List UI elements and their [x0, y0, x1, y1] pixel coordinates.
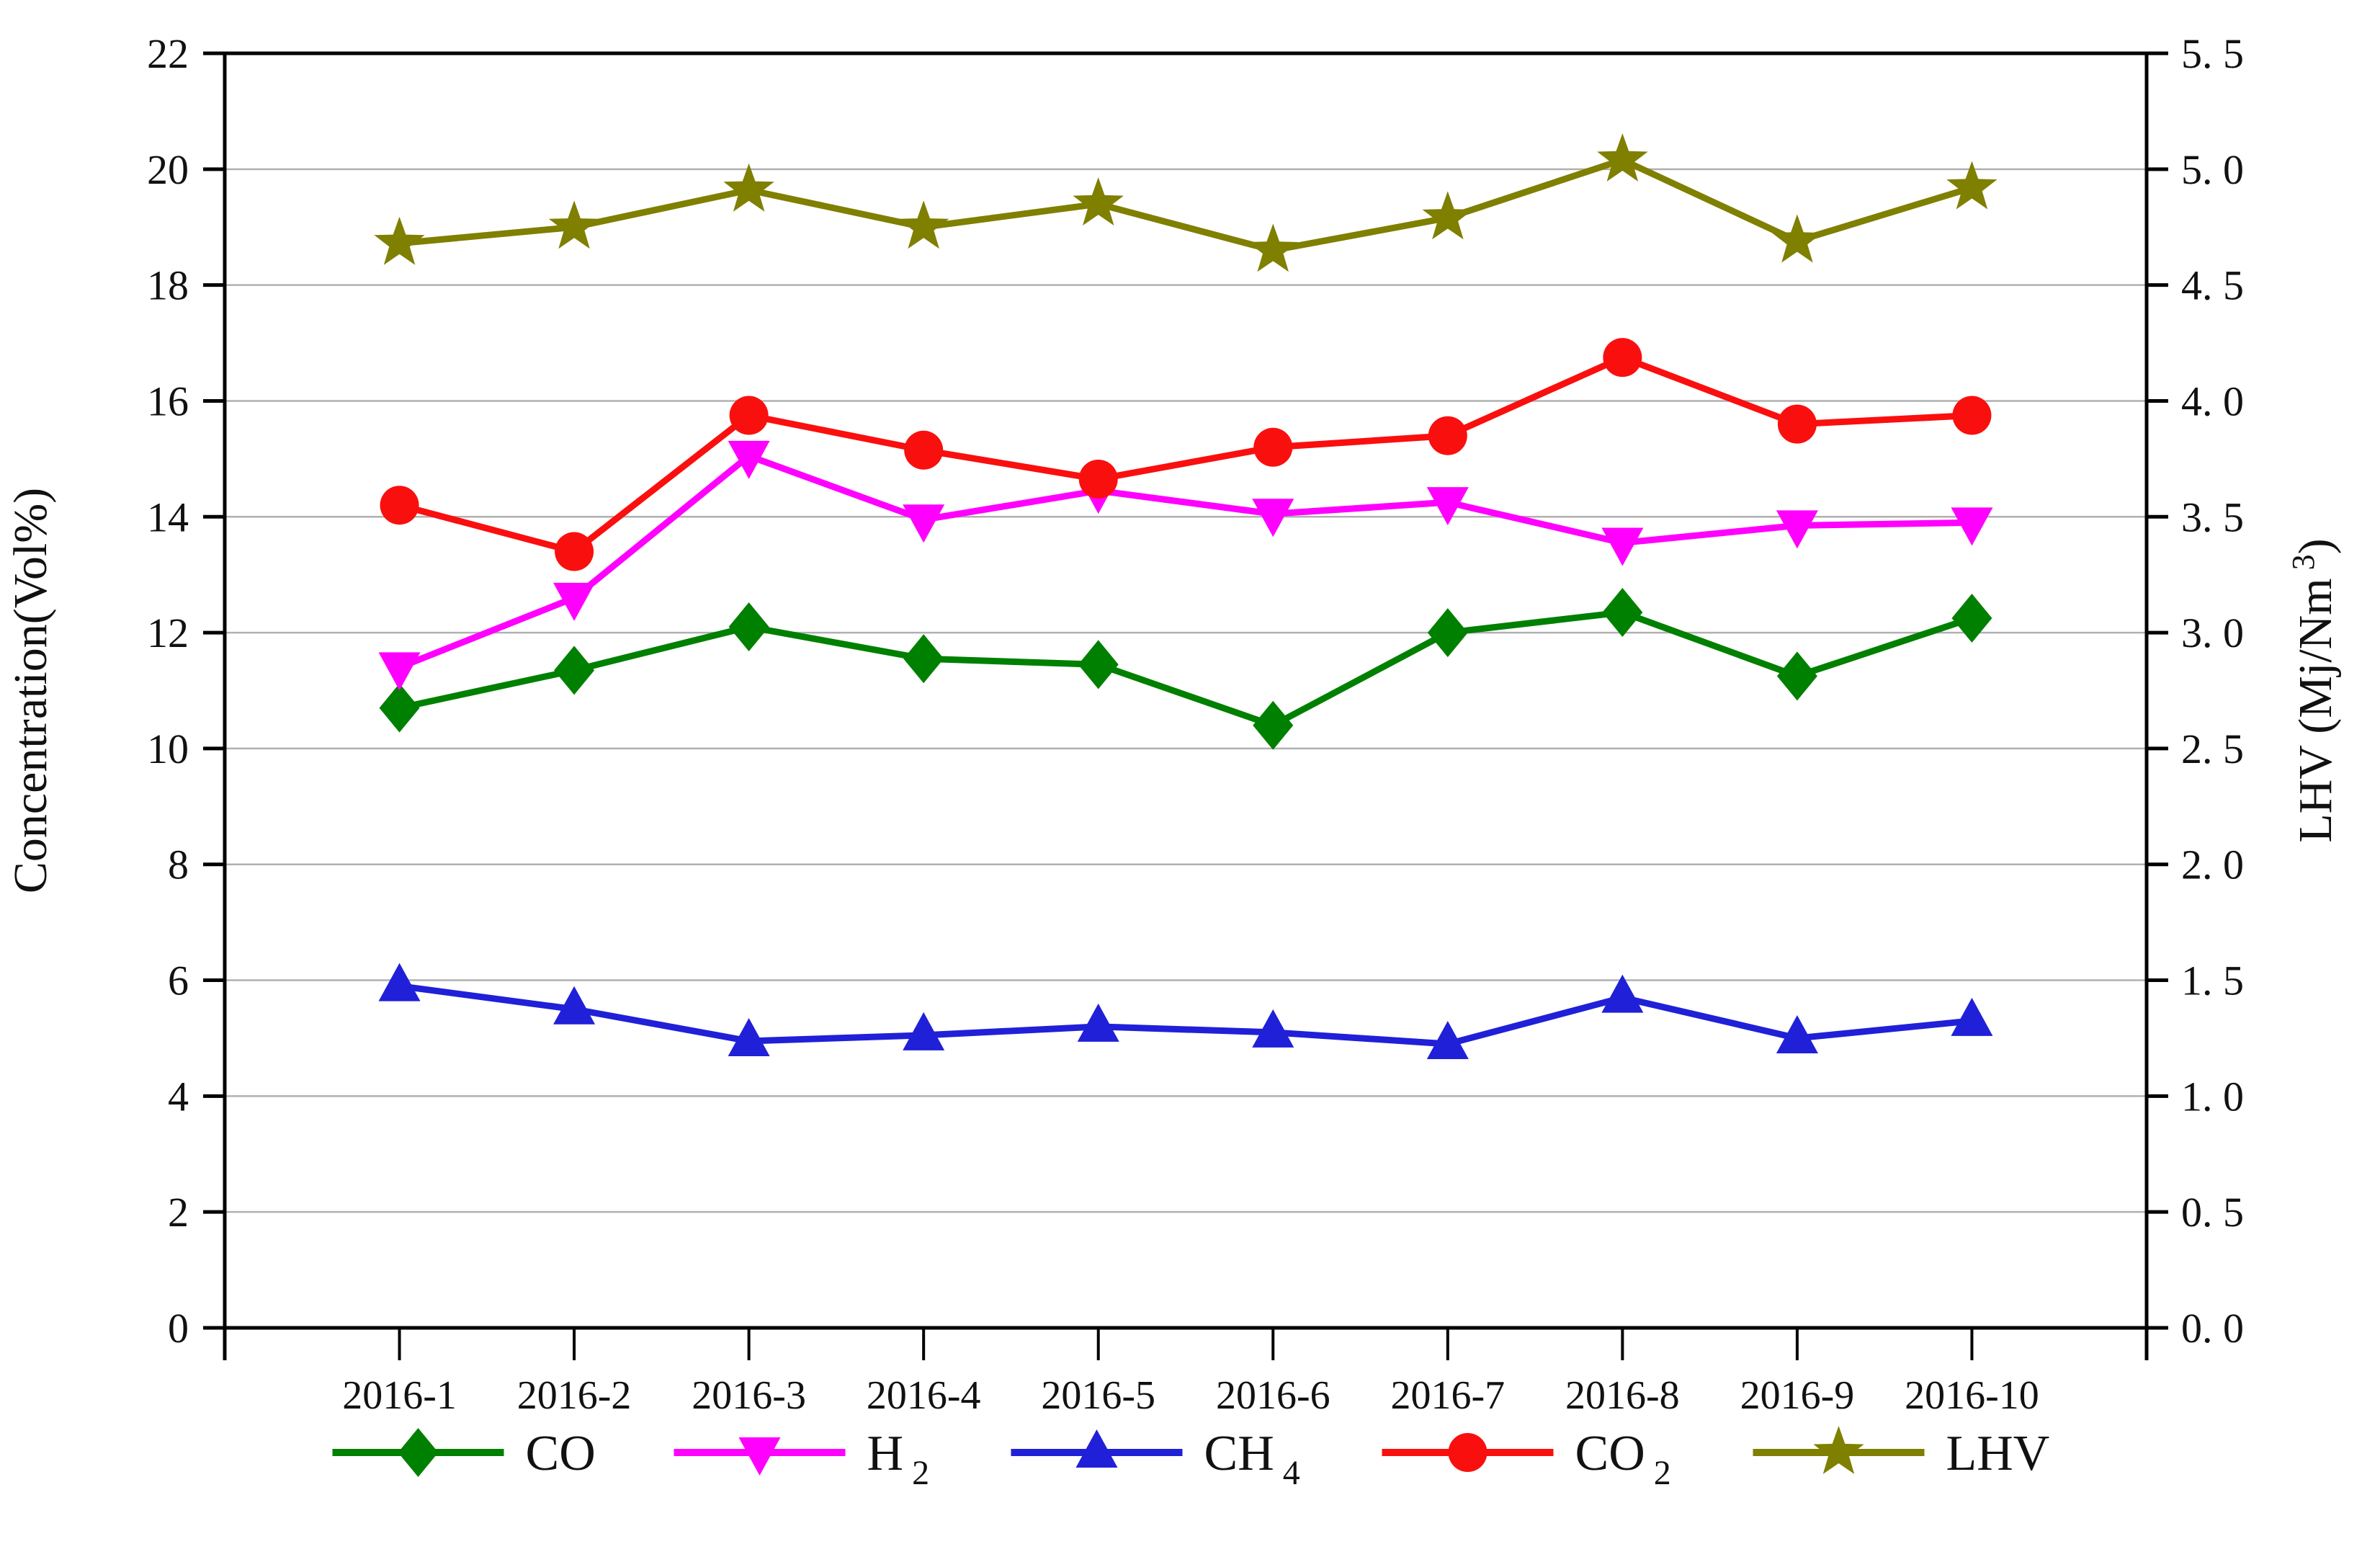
left-axis-tick-label: 2: [168, 1189, 189, 1236]
x-axis-tick-label: 2016-2: [517, 1373, 632, 1418]
x-axis-tick-label: 2016-7: [1390, 1373, 1505, 1418]
x-axis-tick-label: 2016-3: [692, 1373, 806, 1418]
gridlines: [225, 168, 2147, 1213]
left-axis-tick-label: 14: [147, 494, 189, 540]
right-axis-tick-label: 0. 5: [2181, 1189, 2244, 1236]
left-axis-tick-label: 12: [147, 610, 189, 656]
series-CO: [379, 587, 1992, 750]
series-CO2: [380, 338, 1992, 571]
right-axis-tick-label: 3. 5: [2181, 494, 2244, 540]
legend-item-CH4: CH 4: [1011, 1426, 1300, 1492]
left-axis-tick-label: 8: [168, 842, 189, 888]
y-axis-left: 0 2 4 6 8 10 12 14 16 18 20 22: [147, 30, 225, 1352]
y-axis-right: 0. 0 0. 5 1. 0 1. 5 2. 0 2. 5 3. 0 3. 5 4. 0 4. 5…: [2147, 30, 2244, 1352]
right-axis-tick-label: 2. 5: [2181, 726, 2244, 772]
x-axis-tick-label: 2016-6: [1216, 1373, 1330, 1418]
legend-label-H2: H 2: [867, 1426, 930, 1492]
left-axis-tick-label: 0: [168, 1305, 189, 1352]
plot-border: [223, 51, 2149, 1330]
right-axis-tick-label: 0. 0: [2181, 1305, 2244, 1352]
x-axis: 2016-1 2016-2 2016-3 2016-4 2016-5 2016-6 2016…: [223, 1328, 2149, 1418]
legend-item-LHV: LHV: [1753, 1426, 2050, 1481]
right-axis-tick-label: 3. 0: [2181, 610, 2244, 656]
right-axis-tick-label: 2. 0: [2181, 842, 2244, 888]
right-axis-tick-label: 5. 5: [2181, 30, 2244, 77]
left-axis-tick-label: 16: [147, 378, 189, 424]
left-axis-tick-label: 10: [147, 726, 189, 772]
right-axis-tick-label: 1. 5: [2181, 958, 2244, 1004]
x-axis-tick-label: 2016-8: [1565, 1373, 1680, 1418]
left-axis-tick-label: 6: [168, 958, 189, 1004]
x-axis-tick-label: 2016-5: [1041, 1373, 1155, 1418]
series-CH4: [378, 963, 1993, 1059]
right-axis-tick-label: 1. 0: [2181, 1073, 2244, 1120]
series-LHV: [374, 133, 1998, 272]
right-axis-title: LHV (Mj/Nm 3): [2286, 538, 2342, 842]
legend-label-CH4: CH 4: [1204, 1426, 1300, 1492]
legend-label-LHV: LHV: [1946, 1426, 2050, 1481]
x-axis-tick-label: 2016-9: [1740, 1373, 1855, 1418]
legend-label-CO: CO: [526, 1426, 596, 1481]
left-axis-tick-label: 20: [147, 146, 189, 193]
left-axis-tick-label: 22: [147, 30, 189, 77]
x-axis-tick-label: 2016-10: [1905, 1373, 2039, 1418]
right-axis-tick-label: 4. 0: [2181, 378, 2244, 424]
series-H2: [378, 440, 1993, 691]
left-axis-tick-label: 18: [147, 262, 189, 309]
right-axis-tick-label: 5. 0: [2181, 146, 2244, 193]
legend: CO H 2 CH 4 CO 2 LHV: [332, 1426, 2050, 1492]
legend-item-CO: CO: [332, 1426, 596, 1481]
x-axis-tick-label: 2016-1: [342, 1373, 457, 1418]
legend-item-H2: H 2: [674, 1426, 930, 1492]
legend-item-CO2: CO 2: [1382, 1426, 1671, 1492]
x-axis-tick-label: 2016-4: [867, 1373, 981, 1418]
left-axis-title: Concentration(Vol%): [4, 488, 57, 893]
right-axis-tick-label: 4. 5: [2181, 262, 2244, 309]
legend-label-CO2: CO 2: [1575, 1426, 1671, 1492]
left-axis-tick-label: 4: [168, 1073, 189, 1120]
